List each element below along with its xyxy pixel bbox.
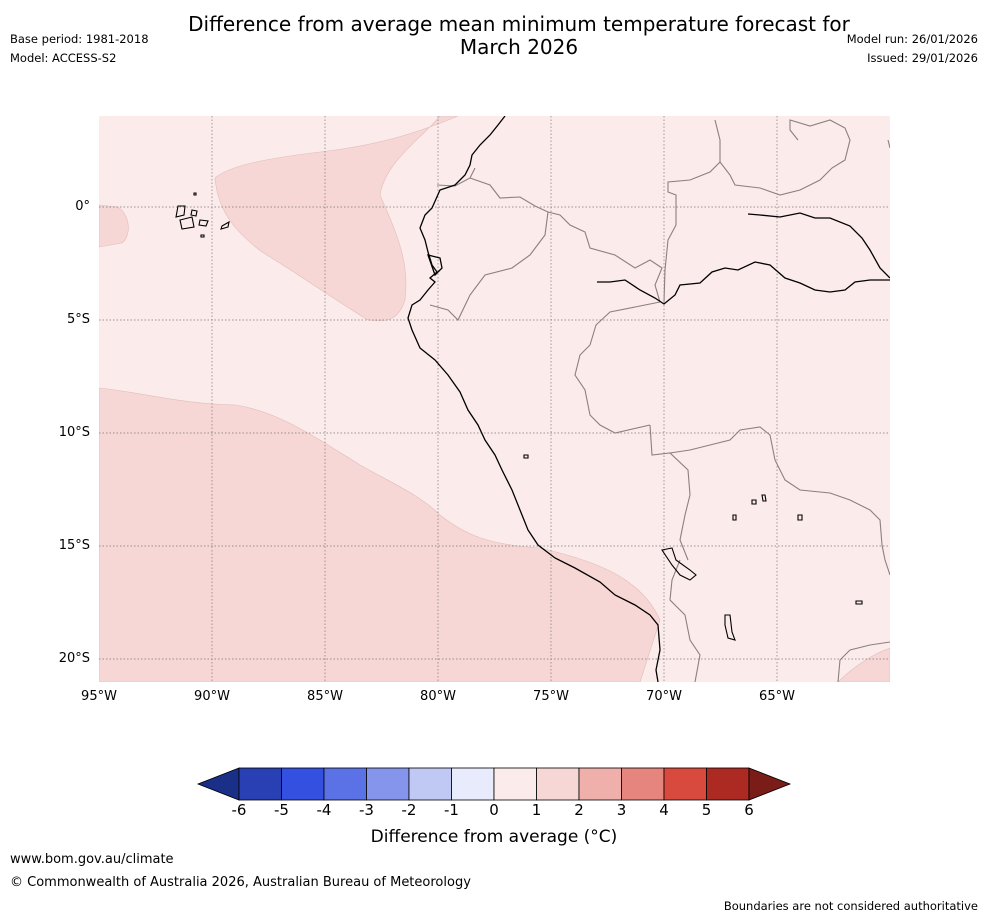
colorbar (196, 767, 792, 801)
colorbar-bin-3 (621, 767, 665, 801)
colorbar-tick: -1 (444, 801, 459, 819)
colorbar-bin-5 (706, 767, 750, 801)
lon-label-70w: 70°W (646, 689, 682, 704)
footer-disclaimer: Boundaries are not considered authoritat… (723, 899, 978, 913)
colorbar-tick: 2 (574, 801, 584, 819)
issued-date: Issued: 29/01/2026 (867, 51, 978, 65)
country-borders (429, 119, 890, 682)
footer-copyright: © Commonwealth of Australia 2026, Austra… (10, 875, 471, 890)
footer-url-link[interactable]: www.bom.gov.au/climate (10, 852, 174, 867)
colorbar-extend-low (196, 767, 240, 801)
colorbar-tick: -4 (316, 801, 332, 819)
lon-label-85w: 85°W (307, 689, 343, 704)
lat-label-0: 0° (75, 199, 90, 214)
anomaly-regions-1-2 (99, 116, 890, 682)
colorbar-tick: -2 (401, 801, 417, 819)
colorbar-title: Difference from average (°C) (370, 827, 618, 847)
title-line-1: Difference from average mean minimum tem… (188, 12, 850, 36)
colorbar-bin-minus2 (408, 767, 452, 801)
colorbar-tick: 5 (701, 801, 712, 819)
colorbar-tick: 6 (744, 801, 754, 819)
lon-label-90w: 90°W (194, 689, 230, 704)
lat-label-5s: 5°S (66, 312, 90, 327)
coastline (407, 116, 890, 682)
colorbar-bin-minus5 (281, 767, 325, 801)
map-area[interactable] (99, 116, 890, 682)
lon-label-65w: 65°W (759, 689, 795, 704)
colorbar-tick: -6 (231, 801, 247, 819)
title-line-2: March 2026 (459, 35, 579, 59)
base-period: Base period: 1981-2018 (10, 32, 149, 46)
colorbar-bin-minus4 (323, 767, 367, 801)
colorbar-bin-2 (578, 767, 622, 801)
model-name: Model: ACCESS-S2 (10, 51, 117, 65)
colorbar-tick: -3 (359, 801, 374, 819)
colorbar-bin-minus1 (451, 767, 495, 801)
lat-label-20s: 20°S (58, 651, 90, 666)
colorbar-bin-1 (536, 767, 580, 801)
model-run-date: Model run: 26/01/2026 (846, 32, 978, 46)
colorbar-tick: 3 (616, 801, 627, 819)
lon-label-75w: 75°W (533, 689, 569, 704)
colorbar-tick: 4 (659, 801, 669, 819)
colorbar-tick: 0 (489, 801, 499, 819)
colorbar-tick: -5 (274, 801, 289, 819)
colorbar-bin-minus6 (238, 767, 282, 801)
lat-label-15s: 15°S (58, 538, 90, 553)
lon-label-80w: 80°W (420, 689, 456, 704)
colorbar-extend-high (748, 767, 792, 801)
islands-and-lakes (175, 192, 863, 641)
colorbar-bin-4 (663, 767, 707, 801)
lat-label-10s: 10°S (58, 425, 90, 440)
chart-title: Difference from average mean minimum tem… (0, 13, 988, 59)
lon-label-95w: 95°W (81, 689, 117, 704)
gridlines (99, 116, 890, 682)
colorbar-bin-0 (493, 767, 537, 801)
colorbar-bin-minus3 (366, 767, 410, 801)
colorbar-tick: 1 (531, 801, 542, 819)
